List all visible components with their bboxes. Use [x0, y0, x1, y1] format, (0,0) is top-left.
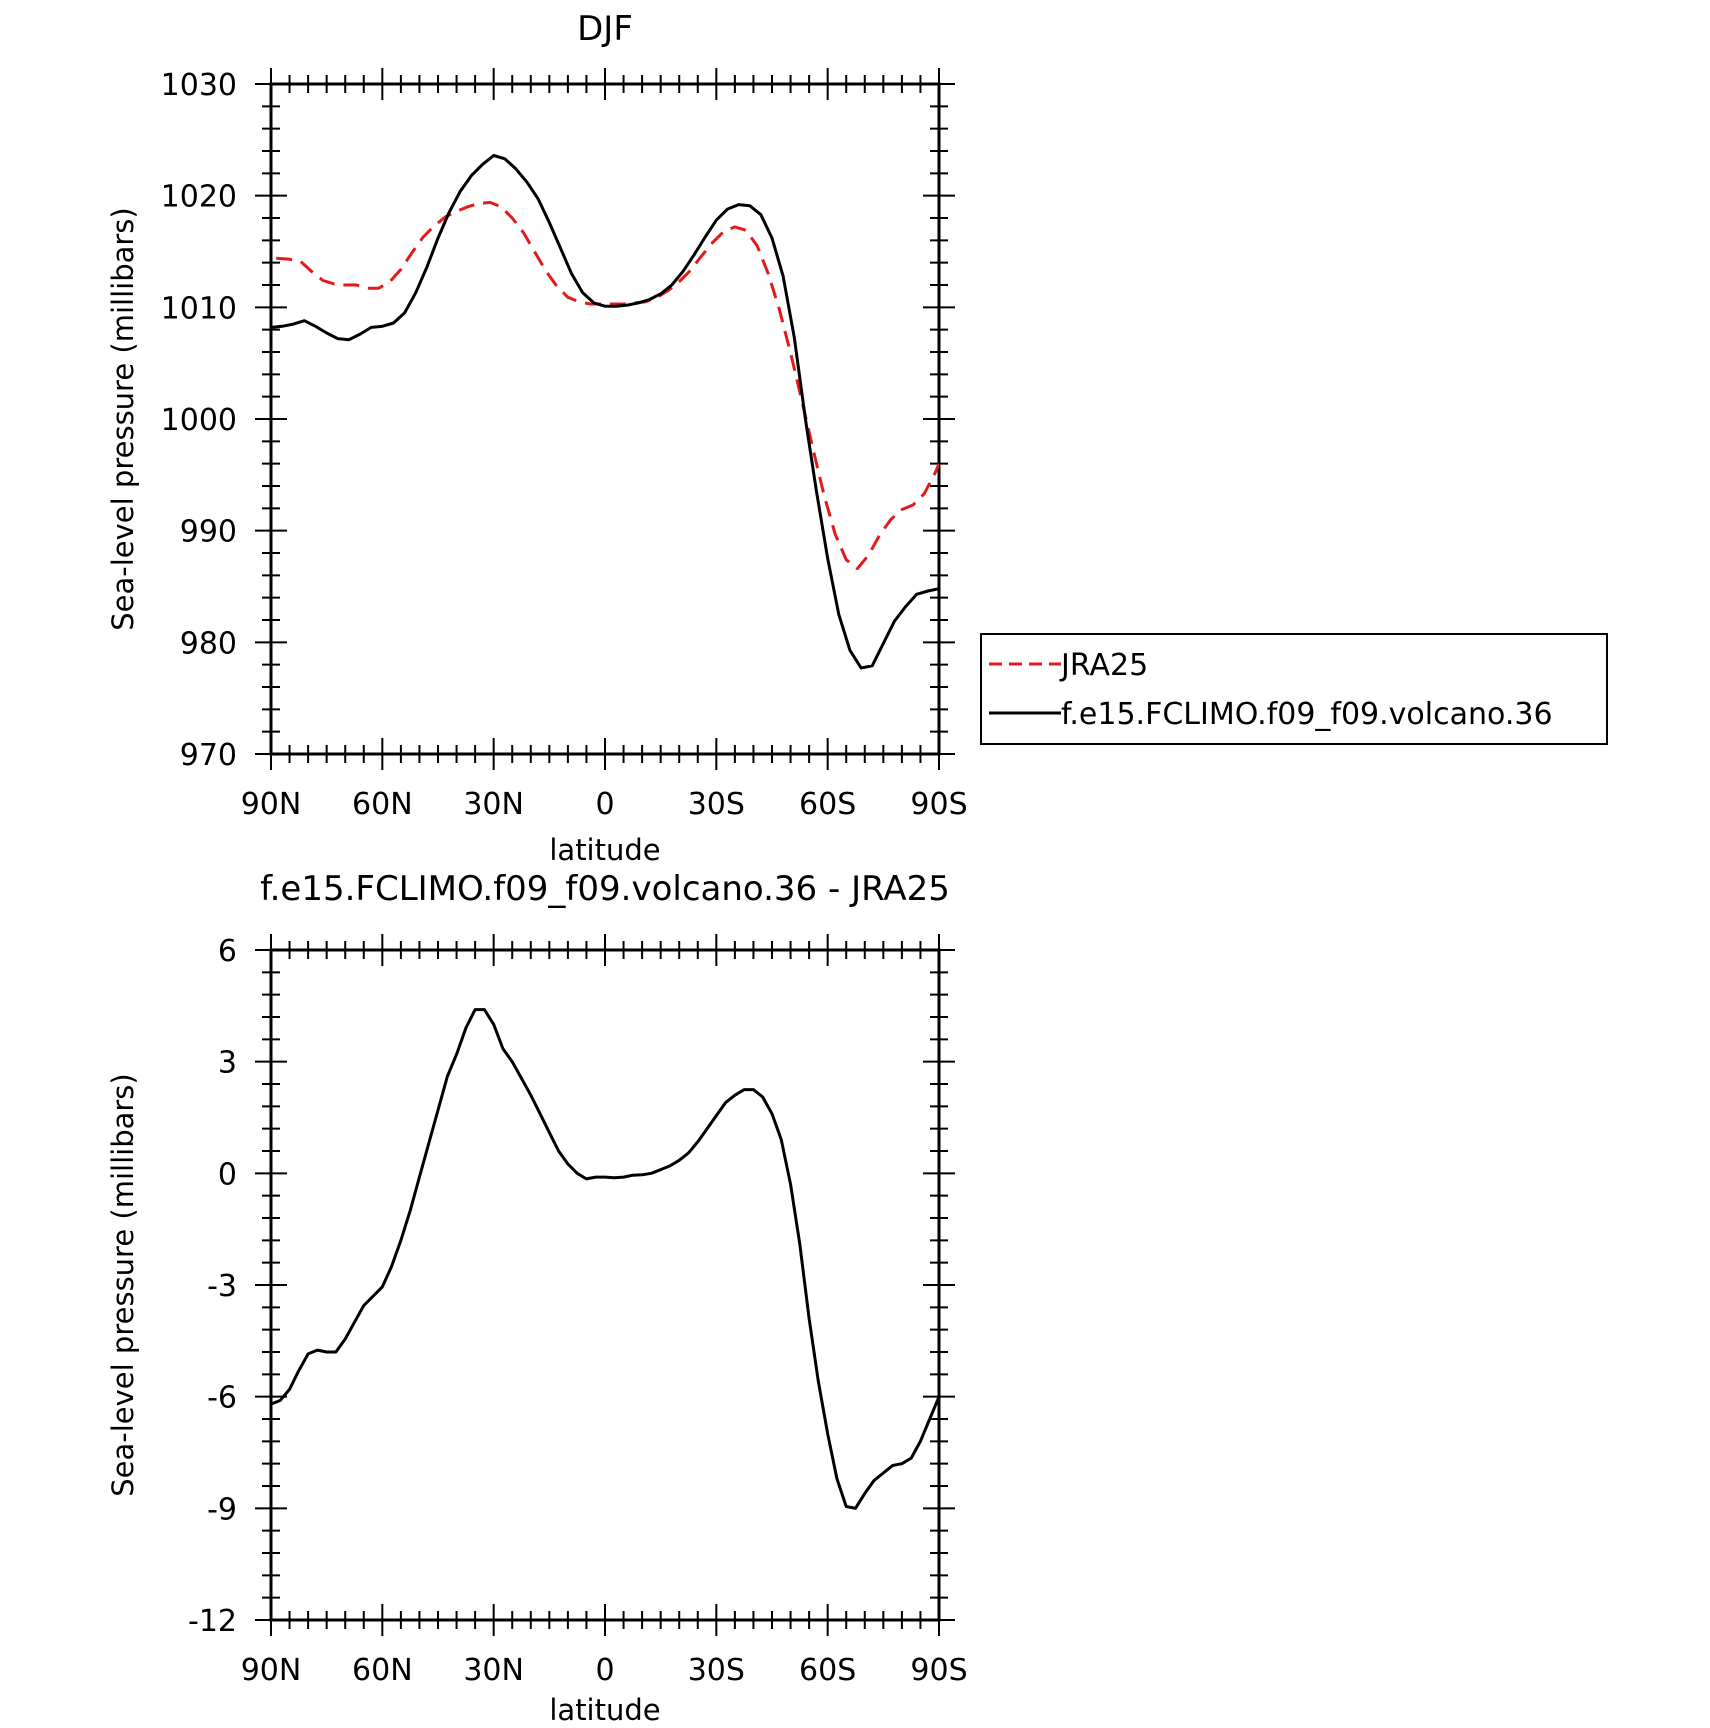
x-tick-label: 0 — [595, 787, 614, 822]
x-tick-label: 60N — [352, 787, 413, 822]
y-tick-label: 1020 — [161, 180, 237, 215]
y-tick-label: -12 — [188, 1604, 237, 1639]
legend-box — [980, 633, 1608, 745]
x-tick-label: 90N — [241, 1653, 302, 1688]
legend-label-1: JRA25 — [1059, 648, 1148, 683]
plot-frame — [269, 82, 941, 756]
x-tick-label: 60S — [799, 1653, 856, 1688]
x-tick-label: 30S — [688, 787, 745, 822]
x-tick-label: 30S — [688, 1653, 745, 1688]
panel-1: DJF 970 980 990 1000 1010 1020 1030 90N 60N 30N 0 30… — [106, 9, 1608, 867]
panel-2: f.e15.FCLIMO.f09_f09.volcano.36 - JRA25 -… — [106, 869, 968, 1727]
y-tick-label: 1010 — [161, 291, 237, 326]
series-line-1 — [271, 1008, 939, 1510]
x-tick-label: 90N — [241, 787, 302, 822]
y-tick-label: 1000 — [161, 403, 237, 438]
y-tick-label: 1030 — [161, 68, 237, 103]
x-tick-label: 0 — [595, 1653, 614, 1688]
y-tick-label: 970 — [180, 738, 237, 773]
y-axis-label: Sea-level pressure (millibars) — [106, 207, 140, 630]
x-axis-label: latitude — [549, 833, 660, 867]
x-tick-label: 60N — [352, 1653, 413, 1688]
legend: JRA25 f.e15.FCLIMO.f09_f09.volcano.36 — [980, 633, 1608, 745]
y-tick-label: 6 — [218, 934, 237, 969]
y-tick-label: 980 — [180, 626, 237, 661]
y-tick-label: 3 — [218, 1046, 237, 1081]
y-tick-label: 0 — [218, 1157, 237, 1192]
series-line-2 — [271, 154, 939, 670]
series-line-1 — [276, 200, 939, 571]
x-tick-label: 60S — [799, 787, 856, 822]
plot-frame — [269, 948, 941, 1622]
y-tick-label: 990 — [180, 515, 237, 550]
x-tick-label: 90S — [910, 1653, 967, 1688]
y-tick-label: -6 — [207, 1381, 237, 1416]
x-axis-label: latitude — [549, 1693, 660, 1727]
x-tick-label: 30N — [463, 1653, 524, 1688]
y-axis-label: Sea-level pressure (millibars) — [106, 1073, 140, 1496]
chart-title: DJF — [577, 9, 633, 49]
y-tick-label: -3 — [207, 1269, 237, 1304]
chart-title: f.e15.FCLIMO.f09_f09.volcano.36 - JRA25 — [260, 869, 950, 909]
x-tick-label: 90S — [910, 787, 967, 822]
legend-label-2: f.e15.FCLIMO.f09_f09.volcano.36 — [1061, 697, 1553, 732]
x-tick-label: 30N — [463, 787, 524, 822]
y-tick-label: -9 — [207, 1492, 237, 1527]
